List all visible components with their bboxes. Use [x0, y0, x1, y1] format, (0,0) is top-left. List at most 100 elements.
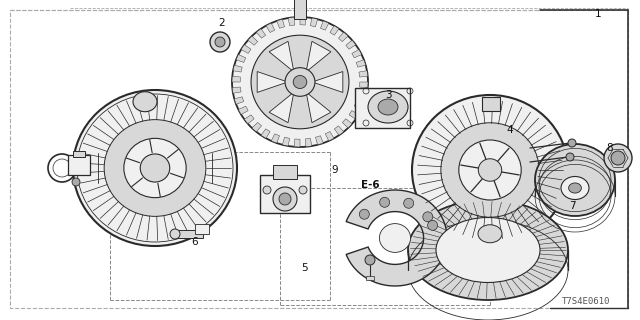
Ellipse shape	[215, 37, 225, 47]
Ellipse shape	[368, 91, 408, 123]
Polygon shape	[236, 54, 246, 62]
Ellipse shape	[568, 139, 576, 147]
Ellipse shape	[408, 200, 568, 300]
Polygon shape	[269, 41, 294, 72]
Bar	[260, 175, 310, 213]
Ellipse shape	[299, 186, 307, 194]
Text: 2: 2	[219, 18, 225, 28]
Polygon shape	[354, 101, 364, 109]
Ellipse shape	[566, 153, 574, 161]
Ellipse shape	[535, 144, 615, 216]
Polygon shape	[300, 17, 306, 25]
Polygon shape	[342, 119, 352, 128]
Text: 8: 8	[607, 143, 613, 153]
Polygon shape	[346, 40, 356, 49]
Ellipse shape	[210, 32, 230, 52]
Text: T7S4E0610: T7S4E0610	[562, 297, 610, 306]
Polygon shape	[358, 92, 367, 99]
Polygon shape	[261, 129, 270, 138]
Ellipse shape	[279, 193, 291, 205]
Ellipse shape	[478, 159, 502, 181]
Polygon shape	[360, 82, 368, 88]
Ellipse shape	[285, 68, 315, 96]
Ellipse shape	[170, 229, 180, 239]
Ellipse shape	[124, 138, 186, 198]
Ellipse shape	[561, 176, 589, 200]
Polygon shape	[288, 17, 295, 26]
Polygon shape	[269, 92, 294, 123]
Ellipse shape	[404, 198, 413, 208]
Text: 9: 9	[332, 165, 339, 175]
Polygon shape	[316, 136, 323, 145]
Ellipse shape	[441, 123, 539, 217]
Ellipse shape	[359, 209, 369, 219]
Ellipse shape	[251, 35, 349, 129]
Polygon shape	[305, 138, 312, 147]
Ellipse shape	[604, 144, 632, 172]
Polygon shape	[306, 41, 331, 72]
Polygon shape	[352, 50, 362, 58]
Ellipse shape	[436, 218, 540, 283]
Ellipse shape	[140, 154, 170, 182]
Ellipse shape	[428, 220, 438, 230]
Polygon shape	[339, 32, 348, 42]
Bar	[68, 155, 90, 175]
Polygon shape	[232, 76, 241, 82]
Polygon shape	[232, 87, 241, 93]
Polygon shape	[271, 134, 280, 143]
Bar	[294, 0, 306, 19]
Text: 4: 4	[507, 125, 513, 135]
Polygon shape	[359, 71, 368, 77]
Ellipse shape	[459, 140, 521, 200]
Polygon shape	[248, 36, 258, 45]
Bar	[195, 224, 209, 234]
Polygon shape	[346, 190, 447, 286]
Ellipse shape	[365, 255, 375, 265]
Ellipse shape	[104, 120, 206, 216]
Bar	[73, 151, 85, 157]
Bar	[482, 97, 500, 111]
Polygon shape	[256, 29, 266, 38]
Text: 6: 6	[192, 237, 198, 247]
Polygon shape	[266, 23, 275, 32]
Bar	[273, 165, 297, 179]
Ellipse shape	[263, 186, 271, 194]
Polygon shape	[312, 72, 343, 92]
Polygon shape	[244, 115, 254, 124]
Ellipse shape	[478, 225, 502, 243]
Polygon shape	[276, 19, 285, 28]
Polygon shape	[330, 26, 339, 35]
Polygon shape	[238, 106, 248, 115]
Ellipse shape	[423, 212, 433, 222]
Ellipse shape	[232, 17, 368, 147]
Ellipse shape	[380, 197, 390, 207]
Polygon shape	[356, 60, 365, 67]
Polygon shape	[241, 45, 251, 53]
Polygon shape	[233, 65, 242, 72]
Ellipse shape	[568, 183, 581, 193]
Ellipse shape	[412, 95, 568, 245]
Text: 1: 1	[595, 9, 602, 19]
Text: 5: 5	[301, 263, 308, 273]
Polygon shape	[257, 72, 288, 92]
Polygon shape	[349, 111, 359, 119]
Ellipse shape	[293, 76, 307, 89]
Bar	[366, 276, 374, 280]
Polygon shape	[325, 132, 334, 141]
Ellipse shape	[72, 178, 80, 186]
Bar	[175, 230, 203, 238]
Polygon shape	[294, 139, 300, 147]
Ellipse shape	[611, 151, 625, 165]
Polygon shape	[234, 97, 244, 104]
Text: 3: 3	[385, 90, 391, 100]
Polygon shape	[306, 92, 331, 123]
Ellipse shape	[133, 92, 157, 112]
Polygon shape	[321, 21, 329, 30]
Polygon shape	[282, 137, 290, 146]
Ellipse shape	[380, 224, 411, 252]
Ellipse shape	[378, 99, 398, 115]
Text: 7: 7	[569, 201, 575, 211]
Text: E-6: E-6	[361, 180, 380, 190]
Polygon shape	[310, 18, 317, 27]
Polygon shape	[252, 123, 262, 132]
